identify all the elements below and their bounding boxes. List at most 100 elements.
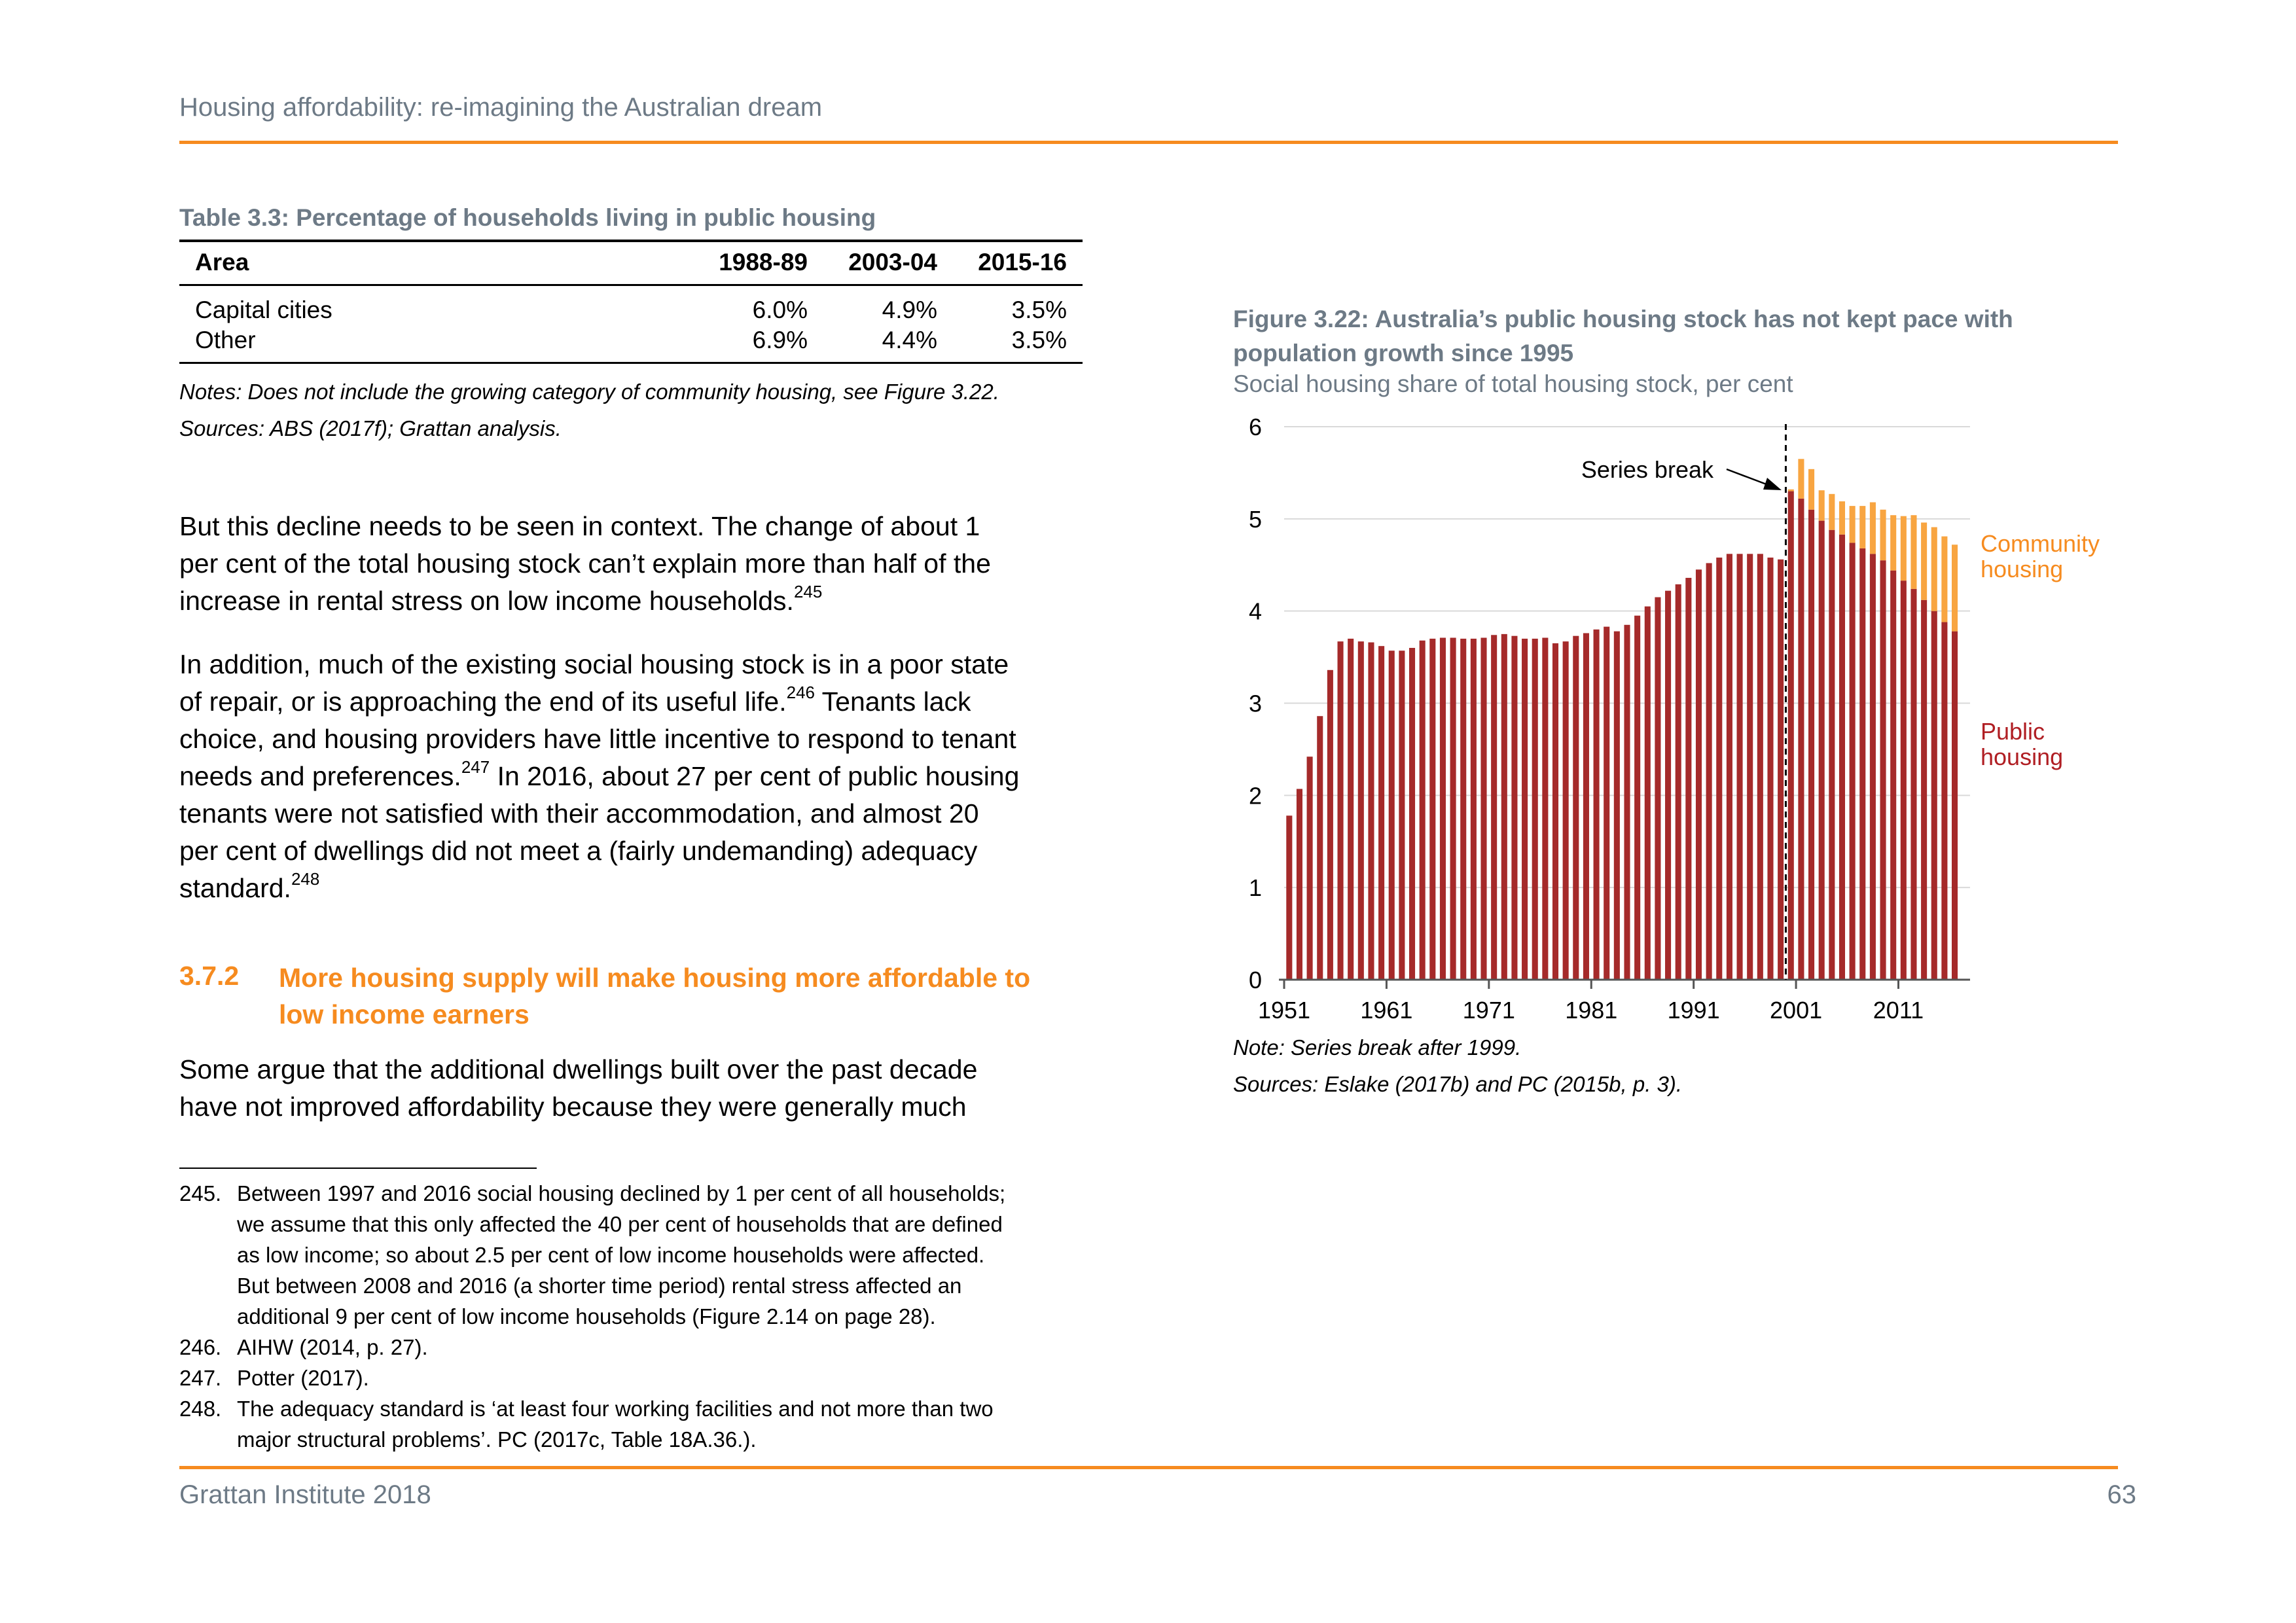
column-header-2003-04: 2003-04 <box>848 249 937 276</box>
footnote-line: we assume that this only affected the 40… <box>237 1212 1003 1236</box>
x-tick-label: 1961 <box>1360 997 1412 1024</box>
legend-label: Public <box>1981 718 2045 745</box>
bar-public-housing <box>1910 588 1917 980</box>
bar-public-housing <box>1859 548 1866 980</box>
footnote-line: Between 1997 and 2016 social housing dec… <box>237 1181 1006 1205</box>
text-line: But this decline needs to be seen in con… <box>179 511 980 541</box>
table-row: Other 6.9% 4.4% 3.5% <box>179 325 1083 363</box>
figure-title-line: population growth since 1995 <box>1233 340 1574 366</box>
figure-title: Figure 3.22: Australia’s public housing … <box>1233 302 2123 370</box>
y-tick-label: 3 <box>1249 690 1262 717</box>
bar-community-housing <box>1952 544 1958 632</box>
bar-community-housing <box>1859 506 1866 548</box>
section-heading: More housing supply will make housing mo… <box>279 959 1064 1033</box>
chart-x-axis: 1951 1961 1971 1981 1991 2001 2011 <box>1258 978 1970 1024</box>
bar-public-housing <box>1726 554 1732 980</box>
bar-public-housing <box>1634 615 1641 980</box>
bar-public-housing <box>1716 557 1723 980</box>
y-tick-label: 0 <box>1249 967 1262 993</box>
bar-public-housing <box>1613 631 1620 980</box>
bar-public-housing <box>1604 626 1610 980</box>
bar-public-housing <box>1480 637 1487 980</box>
bar-public-housing <box>1869 554 1876 980</box>
bar-community-housing <box>1890 515 1897 571</box>
bar-public-housing <box>1952 631 1958 980</box>
x-tick-label: 1991 <box>1668 997 1720 1024</box>
text-line: tenants were not satisfied with their ac… <box>179 798 979 829</box>
x-tick-label: 1951 <box>1258 997 1310 1024</box>
bar-public-housing <box>1327 669 1333 980</box>
bar-public-housing <box>1890 570 1897 980</box>
bar-public-housing <box>1532 638 1538 980</box>
footnote-ref[interactable]: 248 <box>291 869 320 889</box>
bar-public-housing <box>1286 815 1293 980</box>
bar-public-housing <box>1849 543 1856 980</box>
figure-note: Note: Series break after 1999. <box>1233 1035 1522 1060</box>
bar-community-housing <box>1869 502 1876 554</box>
text-span: standard. <box>179 873 291 903</box>
table-caption: Table 3.3: Percentage of households livi… <box>179 204 876 231</box>
footnote-line: Potter (2017). <box>237 1366 369 1390</box>
column-header-area: Area <box>195 249 249 276</box>
bar-community-housing <box>1818 490 1825 521</box>
bar-community-housing <box>1829 493 1835 530</box>
annotation-arrowhead <box>1763 478 1782 490</box>
bar-public-housing <box>1767 557 1774 980</box>
bar-community-housing <box>1839 501 1846 535</box>
y-tick-label: 6 <box>1249 414 1262 440</box>
chart-y-axis: 0 1 2 3 4 5 6 <box>1249 414 1262 993</box>
bar-public-housing <box>1736 554 1743 980</box>
footnote-245: 245. Between 1997 and 2016 social housin… <box>179 1178 1096 1332</box>
text-line: of repair, or is approaching the end of … <box>179 683 1096 721</box>
bar-public-housing <box>1306 757 1313 980</box>
footnotes: 245. Between 1997 and 2016 social housin… <box>179 1178 1096 1455</box>
table-cell: 4.9% <box>882 296 937 323</box>
footnote-line: as low income; so about 2.5 per cent of … <box>237 1243 985 1267</box>
bar-public-housing <box>1941 622 1948 980</box>
bar-public-housing <box>1818 520 1825 980</box>
y-tick-label: 5 <box>1249 506 1262 533</box>
bar-community-housing <box>1880 509 1886 561</box>
footer-publisher: Grattan Institute 2018 <box>179 1480 431 1509</box>
footnote-line: The adequacy standard is ‘at least four … <box>237 1397 994 1421</box>
series-break-label: Series break <box>1581 456 1714 483</box>
bar-public-housing <box>1522 638 1528 980</box>
footnote-ref[interactable]: 245 <box>793 582 823 602</box>
bar-public-housing <box>1675 584 1681 980</box>
table-row: Capital cities 6.0% 4.9% 3.5% <box>179 285 1083 326</box>
bar-public-housing <box>1357 641 1364 980</box>
bar-public-housing <box>1644 606 1651 980</box>
footnote-ref[interactable]: 247 <box>461 757 490 777</box>
bar-public-housing <box>1562 641 1569 980</box>
figure-title-line: Figure 3.22: Australia’s public housing … <box>1233 306 2013 332</box>
footnote-line: additional 9 per cent of low income hous… <box>237 1304 936 1329</box>
bar-public-housing <box>1685 577 1692 980</box>
bar-public-housing <box>1931 611 1937 980</box>
bar-public-housing <box>1470 638 1477 980</box>
paragraph-supply: Some argue that the additional dwellings… <box>179 1051 1096 1126</box>
chart-bars <box>1286 459 1958 980</box>
paragraph-context: But this decline needs to be seen in con… <box>179 508 1096 620</box>
bar-community-housing <box>1931 527 1937 611</box>
text-span: Tenants lack <box>815 687 971 717</box>
bar-public-housing <box>1900 580 1907 980</box>
footnote-number: 245. <box>179 1181 222 1205</box>
footnote-ref[interactable]: 246 <box>786 683 815 703</box>
bar-public-housing <box>1798 498 1804 980</box>
bar-public-housing <box>1573 635 1579 980</box>
header-rule <box>179 141 2118 144</box>
text-span: needs and preferences. <box>179 761 461 791</box>
bar-public-housing <box>1296 789 1302 980</box>
bar-public-housing <box>1511 635 1518 980</box>
page-number: 63 <box>2107 1480 2137 1509</box>
bar-public-housing <box>1706 563 1712 980</box>
bar-public-housing <box>1787 491 1794 980</box>
bar-community-housing <box>1787 489 1794 491</box>
bar-public-housing <box>1388 651 1395 980</box>
table-notes: Notes: Does not include the growing cate… <box>179 380 999 404</box>
table-cell: Capital cities <box>195 296 332 323</box>
bar-public-housing <box>1695 569 1702 980</box>
table-cell: 4.4% <box>882 327 937 353</box>
column-header-1988-89: 1988-89 <box>719 249 808 276</box>
footnote-247: 247. Potter (2017). <box>179 1363 1096 1393</box>
